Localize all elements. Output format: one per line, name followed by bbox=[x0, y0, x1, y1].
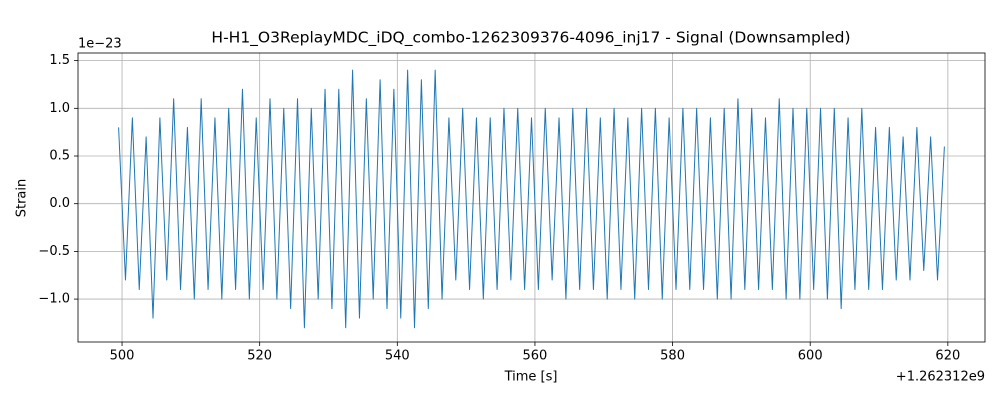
y-offset-text: 1e−23 bbox=[78, 37, 122, 52]
y-tick-label: 1.0 bbox=[49, 101, 70, 116]
chart-title: H-H1_O3ReplayMDC_iDQ_combo-1262309376-40… bbox=[211, 29, 850, 48]
y-tick-label: 0.0 bbox=[49, 196, 70, 211]
signal-line bbox=[118, 69, 945, 329]
x-tick-label: 580 bbox=[660, 349, 685, 364]
x-offset-text: +1.262312e9 bbox=[896, 370, 985, 385]
x-axis-label: Time [s] bbox=[504, 370, 558, 385]
x-tick-label: 540 bbox=[385, 349, 410, 364]
plot-frame bbox=[77, 52, 986, 343]
y-tick-label: −1.0 bbox=[38, 292, 70, 307]
y-tick-label: 1.5 bbox=[49, 53, 70, 68]
x-tick-label: 600 bbox=[798, 349, 823, 364]
x-tick-label: 620 bbox=[935, 349, 960, 364]
x-tick-label: 520 bbox=[247, 349, 272, 364]
x-tick-label: 560 bbox=[523, 349, 548, 364]
y-tick-label: −0.5 bbox=[38, 244, 70, 259]
x-tick-label: 500 bbox=[110, 349, 135, 364]
y-axis-label: Strain bbox=[15, 179, 30, 218]
y-tick-label: 0.5 bbox=[49, 149, 70, 164]
